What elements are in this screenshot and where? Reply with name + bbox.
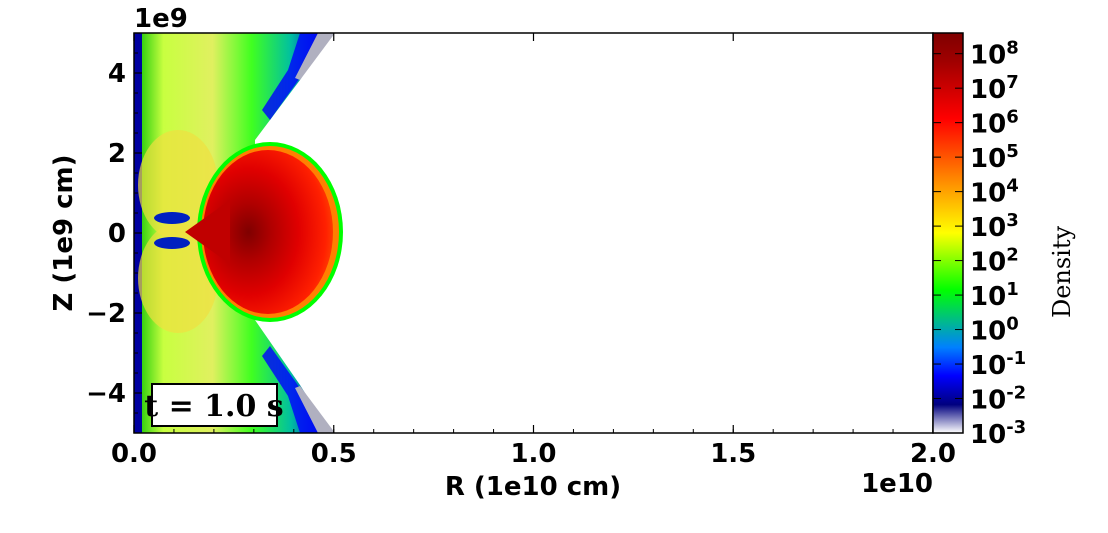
colorbar-tick-exponent: 8 [1006,38,1019,59]
y-tick-label: 4 [108,59,126,89]
x-axis: 0.0 0.5 1.0 1.5 2.0 [111,33,956,469]
colorbar-tick-base: 10 [970,179,1006,209]
colorbar-tick-base: 10 [970,41,1006,71]
plot-area [134,33,933,433]
upper-lobe [138,130,218,240]
colorbar-tick-base: 10 [970,386,1006,416]
colorbar-tick-exponent: 3 [1006,210,1019,231]
colorbar-tick-exponent: 0 [1006,314,1019,335]
y-offset-label: 1e9 [134,4,188,34]
colorbar-tick-label: 103 [970,210,1019,243]
colorbar-tick-base: 10 [970,144,1006,174]
colorbar-tick-label: 100 [970,314,1019,347]
colorbar-bar [932,32,964,434]
time-annotation: t = 1.0 s [144,383,284,427]
colorbar: 10810710610510410310210110010-110-210-3 … [932,32,1076,450]
y-axis: 4 2 0 −2 −4 [86,32,142,434]
x-tick-label: 1.5 [710,439,756,469]
upper-blue-pocket [154,212,190,224]
colorbar-tick-base: 10 [970,75,1006,105]
colorbar-label: Density [1048,226,1076,319]
colorbar-tick-exponent: -1 [1006,348,1026,369]
y-tick-label: 2 [108,139,126,169]
colorbar-tick-exponent: 6 [1006,107,1019,128]
colorbar-tick-base: 10 [970,248,1006,278]
colorbar-tick-label: 10-3 [970,417,1026,450]
x-tick-label: 0.5 [311,439,357,469]
colorbar-tick-base: 10 [970,317,1006,347]
colorbar-tick-exponent: 7 [1006,72,1019,93]
cone-edge-upper [295,33,335,80]
x-tick-label: 2.0 [910,439,956,469]
x-axis-label: R (1e10 cm) [445,472,621,502]
colorbar-tick-label: 106 [970,107,1019,140]
colorbar-tick-label: 107 [970,72,1019,105]
colorbar-tick-exponent: -2 [1006,383,1026,404]
colorbar-tick-base: 10 [970,213,1006,243]
y-axis-label: Z (1e9 cm) [49,154,79,311]
colorbar-tick-exponent: 4 [1006,176,1019,197]
cone-edge-lower [295,386,335,433]
colorbar-tick-exponent: -3 [1006,417,1026,438]
colorbar-tick-label: 105 [970,141,1019,174]
colorbar-tick-base: 10 [970,110,1006,140]
colorbar-tick-label: 104 [970,176,1019,209]
colorbar-tick-label: 108 [970,38,1019,71]
x-offset-label: 1e10 [861,469,933,499]
core-sphere [203,150,333,314]
y-tick-label: −2 [86,299,126,329]
colorbar-tick-label: 10-2 [970,383,1026,416]
colorbar-tick-exponent: 2 [1006,245,1019,266]
x-tick-label: 1.0 [510,439,556,469]
colorbar-tick-exponent: 5 [1006,141,1019,162]
lower-blue-pocket [154,237,190,249]
y-tick-label: −4 [86,379,126,409]
colorbar-tick-exponent: 1 [1006,279,1019,300]
colorbar-tick-label: 10-1 [970,348,1026,381]
colorbar-tick-label: 101 [970,279,1019,312]
time-box [151,383,278,427]
core-inner-wedge [185,200,230,264]
colorbar-tick-base: 10 [970,282,1006,312]
lower-lobe [138,223,218,333]
y-tick-label: 0 [108,219,126,249]
x-tick-label: 0.0 [111,439,157,469]
colorbar-tick-base: 10 [970,351,1006,381]
time-text: t = 1.0 s [144,389,283,424]
colorbar-tick-label: 102 [970,245,1019,278]
colorbar-tick-base: 10 [970,420,1006,450]
